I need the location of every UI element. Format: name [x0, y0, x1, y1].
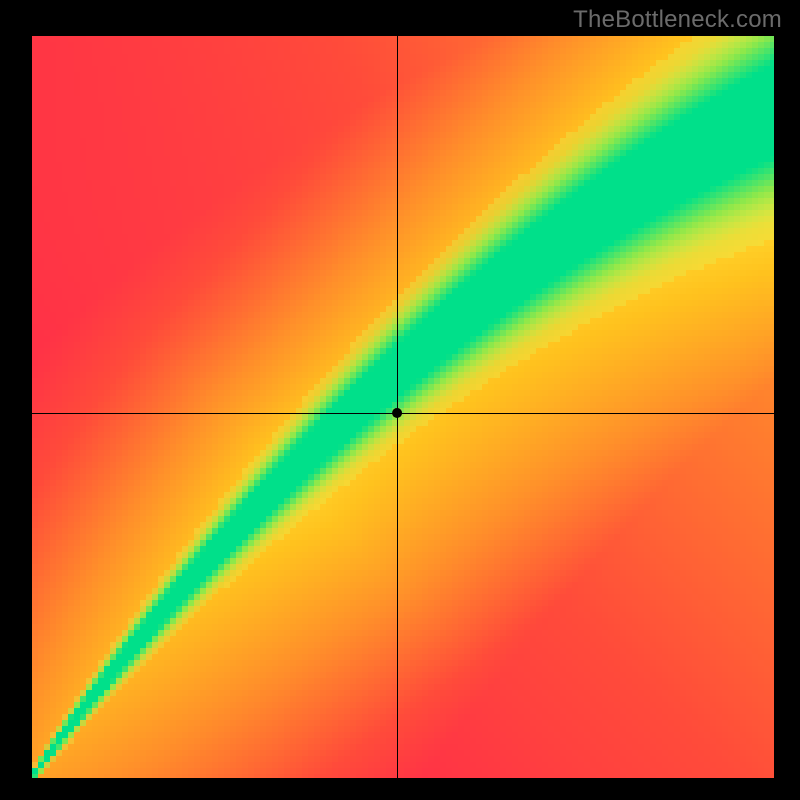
watermark-text: TheBottleneck.com — [573, 6, 782, 34]
overlay-canvas — [0, 0, 800, 800]
chart-container: TheBottleneck.com — [0, 0, 800, 800]
